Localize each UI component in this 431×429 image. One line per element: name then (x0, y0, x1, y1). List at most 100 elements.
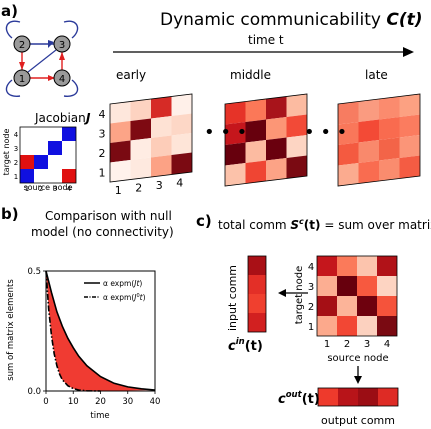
jacobian-cell (34, 141, 48, 155)
matrix-frame (109, 93, 193, 183)
arrowhead (48, 40, 54, 48)
jacobian-xtick: 4 (67, 185, 72, 193)
self-loop (63, 79, 79, 97)
matrix-cell (399, 114, 420, 138)
jacobian-cell (20, 127, 34, 141)
matrix-cell (151, 96, 172, 119)
time-label: time t (248, 33, 284, 47)
arrowhead (19, 62, 25, 70)
self-loop (5, 79, 21, 97)
jacobian-frame (19, 126, 77, 184)
matrix-cell (110, 101, 131, 124)
matrix-cell (377, 256, 397, 276)
input-comm-cell (248, 256, 266, 275)
jacobian-cell (34, 155, 48, 169)
matrix-cell (379, 158, 400, 181)
output-comm-bar (317, 387, 399, 407)
matrix-row-tick: 1 (99, 166, 106, 179)
jacobian-cell (62, 127, 76, 141)
jacobian-cell (34, 127, 48, 141)
matrix-cell (379, 96, 400, 120)
matrix-cell (151, 135, 172, 158)
edge-blue (27, 49, 57, 73)
total-symbol: S (290, 218, 300, 232)
jacobian-ytick: 1 (14, 173, 18, 181)
matrix-cell (399, 155, 420, 179)
node-label: 1 (19, 74, 25, 85)
matrix-cell (266, 137, 287, 161)
matrix-frame (337, 93, 421, 187)
x-tick-label: 40 (150, 397, 161, 407)
cin-symbol: cin(t) (228, 337, 263, 354)
matrix-cell (317, 276, 337, 296)
output-comm-frame (317, 387, 399, 407)
jacobian-cell (48, 169, 62, 183)
jacobian-cell (20, 169, 34, 183)
stage-label-late: late (365, 68, 388, 82)
input-comm-cell (248, 313, 266, 332)
series-line-j0t (45, 270, 101, 392)
node-label: 4 (59, 74, 65, 85)
col-tick: 4 (384, 339, 390, 350)
jacobian-heatmap: 11 2 2 3 3 4 4 (14, 126, 77, 193)
matrix-cell (337, 316, 357, 336)
node (13, 69, 31, 87)
matrix-cell (266, 96, 287, 120)
self-loop (63, 20, 79, 39)
matrix-cell (338, 163, 359, 186)
matrix-cell (377, 316, 397, 336)
jacobian-ylabel: target node (2, 129, 11, 176)
jacobian-cell (20, 155, 34, 169)
cout-symbol: cout(t) (278, 390, 320, 407)
matrix-cell (130, 157, 151, 180)
input-comm-cell (248, 275, 266, 294)
y-axis-label: sum of matrix elements (6, 279, 16, 381)
row-tick: 1 (308, 322, 314, 333)
matrix-cell (171, 113, 192, 136)
stage-label-middle: middle (230, 68, 271, 82)
matrix-row-tick: 4 (99, 108, 106, 121)
arrowhead (48, 75, 55, 81)
panel-b-title-line2: model (no connectivity) (31, 225, 174, 239)
matrix-cell (399, 94, 420, 117)
jacobian-ytick: 3 (14, 145, 18, 153)
matrix-cell (245, 140, 266, 163)
matrix-row-tick: 3 (99, 127, 106, 140)
matrix-cell (286, 155, 307, 179)
matrix-cell (225, 122, 246, 145)
matrix-cell (337, 296, 357, 316)
output-comm-cell (318, 388, 338, 406)
matrix-cell (338, 142, 359, 166)
arrowhead (354, 376, 362, 384)
matrix-row-tick: 2 (99, 147, 106, 160)
matrix-cell (286, 94, 307, 117)
x-tick-label: 20 (95, 397, 106, 407)
matrix-cell (338, 122, 359, 145)
c-xlabel: source node (327, 353, 388, 364)
jacobian-xtick: 3 (53, 185, 57, 193)
row-tick: 2 (308, 302, 314, 313)
total-sup: c (299, 217, 304, 226)
matrix-col-tick: 3 (156, 179, 163, 192)
matrix-frame (316, 255, 398, 337)
matrix-cell (357, 256, 377, 276)
panel-a-label: a) (1, 2, 18, 20)
jacobian-xtick: 2 (39, 185, 43, 193)
ellipsis-1: • • • (204, 122, 247, 143)
matrix-cell (245, 119, 266, 143)
jacobian-ytick: 4 (14, 131, 19, 139)
matrix-cell (171, 152, 192, 175)
matrix-cell (286, 114, 307, 138)
communicability-matrix: 4 3 2 11 2 3 4 (308, 255, 398, 350)
matrix-cell (317, 256, 337, 276)
matrix-cell (377, 296, 397, 316)
panel-b-title-line1: Comparison with null (45, 209, 172, 223)
output-comm-cell (378, 388, 398, 406)
heatmap-late (337, 93, 421, 187)
input-comm-bar (247, 255, 267, 333)
input-comm-cell (248, 294, 266, 313)
matrix-cell (317, 316, 337, 336)
